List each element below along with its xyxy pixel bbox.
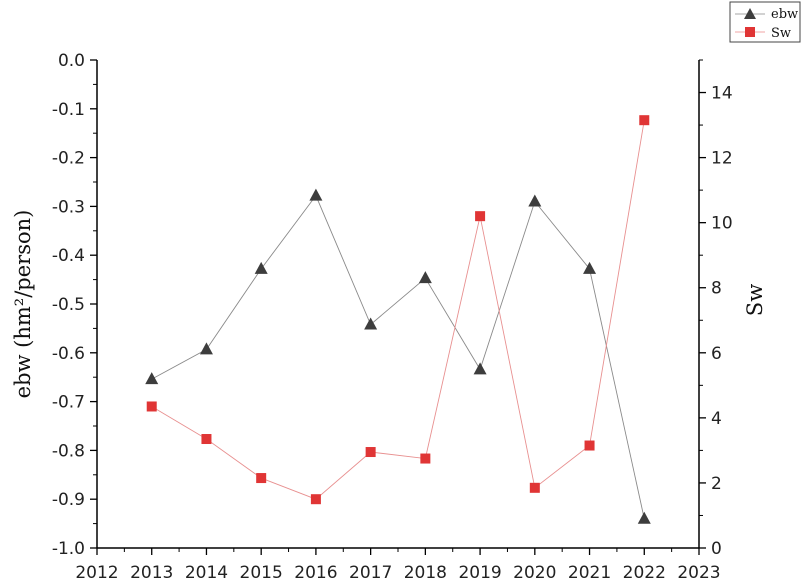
y-tick-label: -0.7 — [52, 393, 85, 413]
y2-tick-label: 10 — [711, 214, 733, 234]
y-tick-label: -0.3 — [52, 197, 85, 217]
y-tick-label: -0.9 — [52, 490, 85, 510]
ebw-point — [254, 261, 268, 274]
ebw-point — [364, 317, 378, 330]
y2-tick-label: 4 — [711, 409, 722, 429]
plot-area: 2012 2013 2014 2015 2016 2017 2018 2019 2020 2021… — [52, 51, 733, 583]
legend-sw-label: Sw — [771, 26, 791, 41]
x-tick-label: 2015 — [240, 563, 283, 583]
sw-point — [310, 494, 321, 505]
y-tick-label: -1.0 — [52, 539, 85, 559]
sw-point — [639, 115, 650, 126]
y2-tick-label: 14 — [711, 84, 733, 104]
sw-point — [201, 434, 212, 445]
y-tick-label: -0.8 — [52, 441, 85, 461]
legend-ebw-marker — [744, 8, 756, 19]
ebw-point — [473, 362, 487, 375]
legend: ebw Sw — [729, 1, 801, 43]
x-tick-label: 2016 — [294, 563, 337, 583]
x-tick-label: 2022 — [623, 563, 666, 583]
ebw-point — [583, 261, 597, 274]
y2-tick-label: 0 — [711, 539, 722, 559]
x-tick-label: 2013 — [130, 563, 173, 583]
ebw-point — [528, 194, 542, 207]
sw-point — [146, 401, 157, 412]
y-tick-label: -0.4 — [52, 246, 85, 266]
ebw-point — [637, 511, 651, 524]
left-y-axis-ticks: 0.0 -0.1 -0.2 -0.3 -0.4 -0.5 -0.6 -0.7 -0.8 -0.9 -… — [52, 51, 97, 559]
x-tick-label: 2020 — [513, 563, 556, 583]
legend-box — [729, 1, 801, 43]
ebw-point — [309, 188, 323, 201]
right-y-axis-title: Sw — [743, 284, 767, 316]
y-tick-label: -0.5 — [52, 295, 85, 315]
x-tick-label: 2018 — [404, 563, 447, 583]
y-tick-label: -0.6 — [52, 344, 85, 364]
x-tick-label: 2017 — [349, 563, 392, 583]
sw-point — [256, 473, 267, 484]
x-tick-label: 2023 — [677, 563, 720, 583]
x-tick-label: 2019 — [458, 563, 501, 583]
ebw-point — [418, 271, 432, 284]
sw-point — [584, 440, 595, 451]
x-tick-label: 2014 — [185, 563, 228, 583]
x-tick-label: 2021 — [568, 563, 611, 583]
right-y-axis-ticks: 0 2 4 6 8 10 12 14 — [699, 59, 733, 559]
y-tick-label: 0.0 — [58, 51, 85, 71]
legend-sw-marker — [745, 27, 755, 37]
ebw-point — [145, 372, 159, 385]
series-layer — [145, 115, 651, 524]
y2-tick-label: 2 — [711, 474, 722, 494]
sw-point — [529, 482, 540, 493]
y2-tick-label: 12 — [711, 149, 733, 169]
x-tick-label: 2012 — [75, 563, 118, 583]
series-line-ebw — [151, 194, 645, 519]
legend-ebw-label: ebw — [771, 7, 798, 22]
y2-tick-label: 8 — [711, 279, 722, 299]
sw-point — [475, 211, 486, 222]
y-tick-label: -0.1 — [52, 100, 85, 120]
y2-tick-label: 6 — [711, 344, 722, 364]
series-line-sw — [151, 120, 645, 500]
y-tick-label: -0.2 — [52, 149, 85, 169]
x-axis-ticks: 2012 2013 2014 2015 2016 2017 2018 2019 2020 2021… — [75, 548, 721, 583]
sw-point — [365, 447, 376, 458]
sw-point — [420, 453, 431, 464]
left-y-axis-title: ebw (hm²/person) — [11, 210, 35, 399]
ebw-point — [199, 342, 213, 355]
